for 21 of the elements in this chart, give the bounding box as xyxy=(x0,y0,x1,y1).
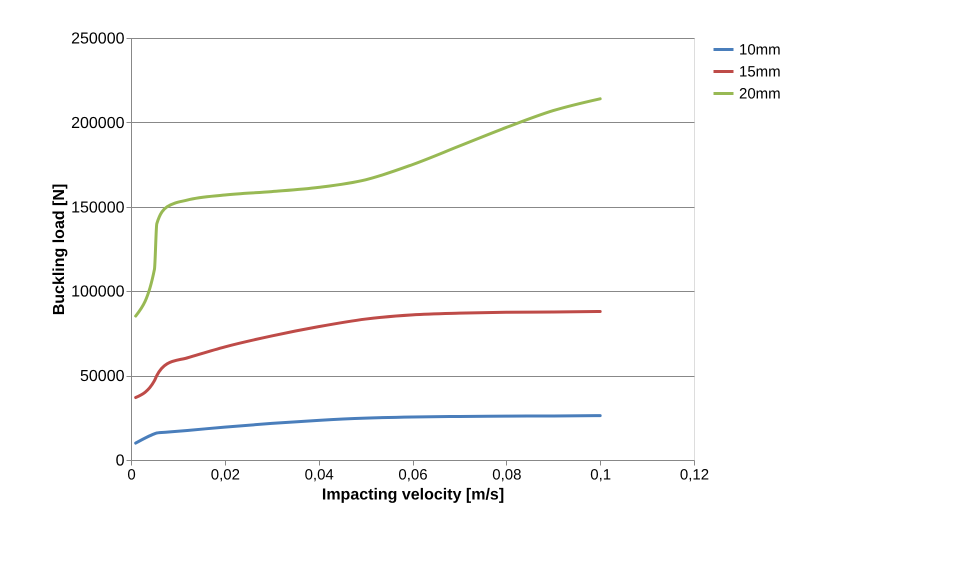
y-tick-label: 50000 xyxy=(80,368,125,386)
x-tick-label: 0,04 xyxy=(304,466,334,484)
y-tick-label: 100000 xyxy=(71,284,125,301)
legend-label: 10mm xyxy=(739,42,781,58)
x-axis-title: Impacting velocity [m/s] xyxy=(322,486,504,504)
y-tick-label: 250000 xyxy=(71,30,125,48)
line-series xyxy=(134,310,602,400)
line-series xyxy=(134,414,602,445)
y-tick-label: 200000 xyxy=(71,114,125,132)
x-tick-label: 0,02 xyxy=(210,466,240,484)
y-axis-title: Buckling load [N] xyxy=(51,184,68,316)
x-tick-label: 0 xyxy=(127,466,136,484)
x-tick-label: 0,08 xyxy=(492,466,522,484)
legend-label: 20mm xyxy=(739,86,781,102)
y-tick-label: 0 xyxy=(116,452,125,470)
y-tick-label: 150000 xyxy=(71,199,125,216)
x-tick-label: 0,1 xyxy=(590,466,612,484)
x-tick-label: 0,06 xyxy=(398,466,428,484)
line-series xyxy=(134,97,602,318)
legend-label: 15mm xyxy=(739,64,781,80)
x-tick-label: 0,12 xyxy=(680,466,710,484)
